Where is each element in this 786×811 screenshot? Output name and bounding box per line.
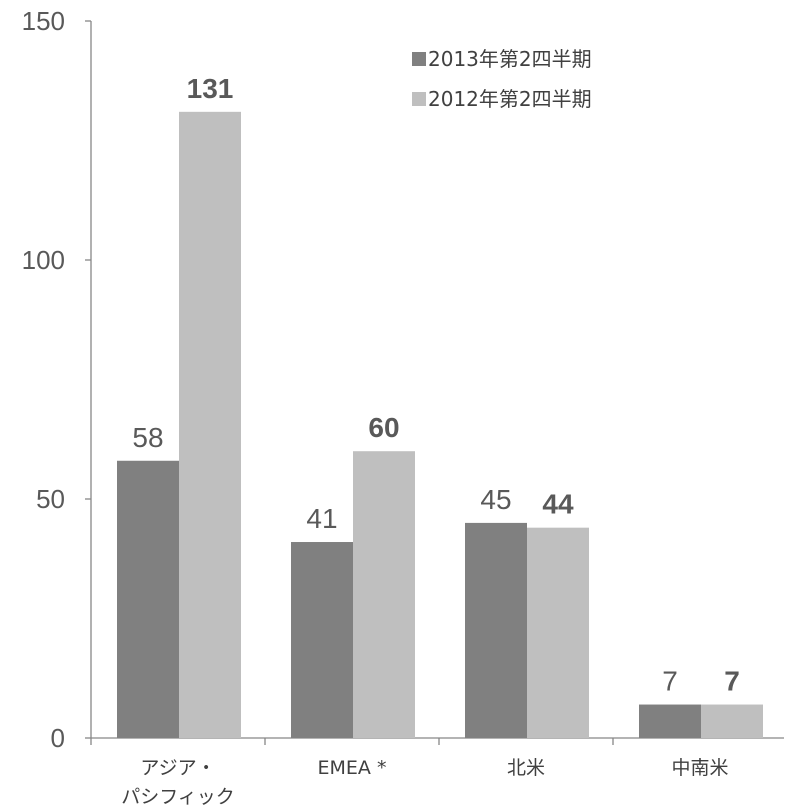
y-tick-label: 150: [22, 6, 65, 36]
legend: 2013年第2四半期 2012年第2四半期: [412, 47, 592, 111]
legend-swatch: [412, 52, 426, 66]
x-tick-label: 中南米: [671, 757, 728, 779]
bar-value-label: 7: [662, 666, 678, 697]
x-tick-label: アジア・パシフィック: [121, 757, 235, 808]
bar-series-2013: [291, 542, 353, 738]
x-tick-label: EMEA *: [318, 757, 387, 779]
bar-value-label: 7: [724, 666, 740, 697]
bar-series-2013: [465, 522, 527, 738]
x-axis: アジア・パシフィック EMEA * 北米 中南米: [90, 737, 784, 808]
y-tick-label: 50: [36, 484, 65, 514]
bar-value-label: 44: [542, 489, 574, 520]
bar-value-label: 41: [306, 503, 337, 534]
y-tick-label: 0: [51, 723, 65, 753]
legend-label: 2013年第2四半期: [428, 47, 592, 71]
bar-value-label: 45: [480, 484, 511, 515]
bar-value-label: 131: [187, 73, 234, 104]
bar-series-2012: [179, 111, 241, 738]
bar-series-2013: [639, 704, 701, 738]
bar-value-label: 58: [132, 422, 163, 453]
legend-label: 2012年第2四半期: [428, 87, 592, 111]
data-labels: 58 41 45 7 131 60 44 7: [132, 73, 739, 697]
bars: [117, 111, 763, 738]
bar-series-2012: [527, 527, 589, 738]
bar-value-label: 60: [368, 412, 399, 443]
y-axis: 0 50 100 150: [22, 6, 92, 753]
bar-series-2013: [117, 460, 179, 738]
legend-swatch: [412, 92, 426, 106]
bar-series-2012: [353, 451, 415, 738]
x-tick-label: 北米: [507, 757, 545, 779]
bar-series-2012: [701, 704, 763, 738]
y-tick-label: 100: [22, 245, 65, 275]
